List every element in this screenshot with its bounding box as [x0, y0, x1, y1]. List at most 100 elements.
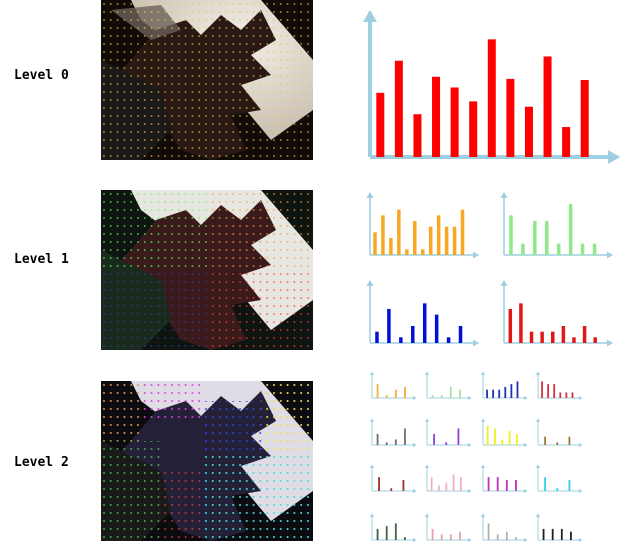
level-2-hist-3-bar-3	[559, 392, 562, 398]
level-1-hist-0-x-arrow	[473, 251, 479, 259]
level-0-hist-bar-4	[450, 87, 459, 157]
level-2-hist-12-y-arrow	[369, 513, 375, 517]
level-2-hist-13-y-arrow	[424, 513, 430, 517]
level-2-hist-11-bar-1	[556, 488, 559, 491]
level-1-hist-3-bar-7	[582, 326, 587, 343]
level-2-hist-6-bar-1	[494, 428, 496, 445]
level-2-hist-5-bar-1	[445, 442, 448, 445]
level-2-hist-10-x-arrow	[524, 488, 528, 494]
level-2-hist-14-bar-0	[487, 523, 490, 540]
level-1-hist-1-bar-2	[533, 221, 537, 255]
level-2-hist-2-bar-4	[510, 384, 513, 398]
level-1-hist-1-bar-3	[545, 221, 549, 255]
level-2-hist-1-bar-0	[431, 395, 434, 398]
level-0-image	[101, 0, 313, 160]
level-2-hist-2-bar-1	[492, 389, 495, 398]
level-1-hist-0-bar-4	[405, 249, 409, 255]
level-1-hist-2-bar-1	[387, 309, 391, 343]
level-2-hist-14-bar-2	[505, 531, 508, 540]
level-2-hist-12-x-arrow	[413, 537, 417, 543]
level-1-hist-1-x-arrow	[607, 251, 613, 259]
level-2-hist-12-bar-1	[385, 526, 388, 540]
level-1-hist-2-bar-3	[411, 326, 415, 343]
level-2-hist-0-bar-3	[404, 386, 406, 398]
level-2-hist-4-bar-1	[385, 442, 388, 445]
level-1-hist-3-bar-0	[508, 309, 513, 343]
level-1-hist-0-bar-6	[420, 249, 425, 255]
level-1-hist-3-bar-8	[593, 337, 597, 343]
level-2-hist-8-bar-0	[378, 477, 380, 491]
level-1-hist-1-bar-0	[509, 215, 513, 255]
level-2-hist-2-x-arrow	[524, 395, 528, 401]
level-2-hist-1-bar-1	[440, 395, 443, 398]
level-2-hist-3-y-arrow	[535, 371, 541, 375]
level-0-label: Level 0	[14, 68, 69, 83]
level-1-hist-0-bar-3	[397, 209, 401, 255]
level-0-hist-bar-5	[469, 101, 478, 157]
level-2-hist-7-x-arrow	[579, 442, 583, 448]
level-1-image	[101, 190, 313, 350]
level-2-hist-3-bar-5	[571, 392, 574, 398]
level-1-hist-0-bar-9	[444, 226, 449, 255]
level-1-hist-3-bar-6	[572, 337, 576, 343]
level-1-hist-1-bar-5	[568, 204, 573, 255]
level-1-hist-0-bar-2	[389, 238, 393, 255]
level-2-hist-4-bar-3	[404, 428, 406, 445]
level-2-image	[101, 381, 313, 541]
level-2-hist-9-bar-3	[452, 474, 455, 491]
level-2-hist-15-y-arrow	[535, 513, 541, 517]
level-2-hist-0-bar-2	[394, 389, 397, 398]
level-1-hist-0-bar-0	[373, 232, 377, 255]
level-2-hist-15-bar-1	[551, 528, 554, 540]
level-2-hist-3-bar-4	[565, 392, 568, 398]
level-2-hist-2-bar-5	[516, 381, 519, 398]
level-2-hist-10-bar-3	[515, 479, 517, 491]
level-2-hist-6-bar-2	[501, 439, 504, 445]
level-0-hist-bar-11	[580, 79, 589, 157]
level-2-hist-8-bar-2	[402, 479, 405, 491]
level-0-hist-bar-2	[413, 114, 422, 157]
level-2-hist-9-y-arrow	[424, 464, 430, 468]
level-2-hist-8-bar-1	[390, 488, 393, 491]
level-2-hist-6-y-arrow	[480, 418, 486, 422]
level-2-hist-10-y-arrow	[480, 464, 486, 468]
level-1-hist-0-bar-11	[460, 209, 465, 255]
level-1-hist-0-bar-1	[381, 215, 385, 255]
level-2-hist-15-bar-3	[570, 531, 572, 540]
level-1-hist-1-bar-7	[592, 243, 597, 255]
level-2-hist-13-x-arrow	[468, 537, 472, 543]
level-2-hist-3-bar-1	[547, 384, 550, 398]
level-2-hist-15-bar-2	[560, 528, 563, 540]
level-1-hist-0-bar-10	[452, 226, 457, 255]
level-0-hist-x-arrow	[608, 150, 620, 164]
level-2-hist-14-y-arrow	[480, 513, 486, 517]
level-2-hist-3-bar-2	[553, 384, 556, 398]
level-1-hist-3-y-arrow	[500, 280, 508, 286]
level-1-hist-2-y-arrow	[366, 280, 374, 286]
level-1-hist-0-y-arrow	[366, 192, 374, 198]
level-2-hist-4-bar-2	[394, 439, 397, 445]
level-2-hist-9-bar-0	[430, 477, 433, 491]
level-0-hist-bar-6	[487, 39, 496, 157]
level-1-hist-2-bar-4	[422, 303, 427, 343]
level-2-hist-7-bar-0	[544, 436, 546, 445]
level-1-hist-0-bar-8	[436, 215, 441, 255]
level-2-hist-15-bar-0	[542, 528, 545, 540]
level-2-hist-9-bar-2	[445, 482, 448, 491]
level-1-hist-3-bar-3	[540, 331, 544, 343]
level-0-hist-bar-1	[394, 60, 403, 157]
level-2-hist-10-bar-2	[505, 479, 508, 491]
level-2-hist-7-y-arrow	[535, 418, 541, 422]
level-2-hist-9-bar-1	[438, 485, 440, 491]
level-2-hist-5-y-arrow	[424, 418, 430, 422]
level-2-hist-6-bar-0	[486, 425, 489, 445]
level-2-hist-5-bar-0	[433, 433, 435, 445]
level-1-hist-0-bar-7	[428, 226, 433, 255]
level-2-hist-1-x-arrow	[468, 395, 472, 401]
level-2-hist-2-bar-3	[504, 386, 507, 398]
level-2-hist-7-bar-2	[568, 436, 571, 445]
level-0-hist-bar-8	[524, 106, 533, 157]
level-1-hist-1-bar-1	[521, 243, 525, 255]
level-1-hist-3-bar-1	[519, 303, 523, 343]
level-1-hist-2-bar-2	[399, 337, 403, 343]
